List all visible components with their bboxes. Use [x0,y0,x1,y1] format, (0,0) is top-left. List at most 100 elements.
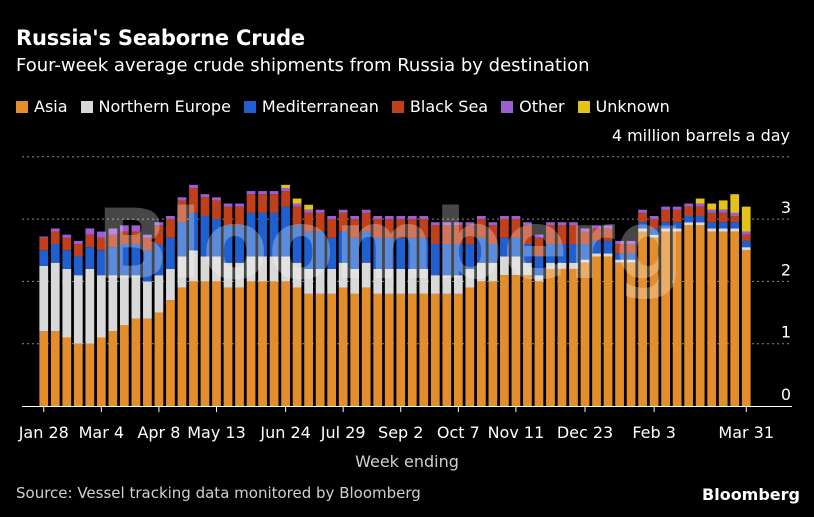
bar-segment-mediterranean [373,237,383,269]
bar-segment-northern-europe [546,262,555,269]
bar-segment-other [154,222,164,226]
x-axis-title: Week ending [355,452,459,471]
bar-segment-northern-europe [143,281,152,319]
bars [39,184,751,406]
bar-segment-black-sea [523,225,532,245]
bar-segment-asia [166,300,175,406]
bar-segment-asia [281,281,290,406]
bar-segment-mediterranean [166,237,175,269]
bar-segment-mediterranean [649,228,659,235]
bar-segment-northern-europe [258,256,267,282]
bar-segment-black-sea [672,209,682,223]
bar-segment-mediterranean [730,222,740,229]
bar-segment-asia [384,293,394,406]
bar-segment-other [523,222,532,226]
bar-segment-mediterranean [488,244,498,263]
bar-segment-northern-europe [154,275,164,313]
x-tick-label: Feb 3 [632,423,676,442]
bar-segment-other [465,222,475,226]
bar-segment-northern-europe [315,268,325,294]
bar-segment-asia [73,343,83,406]
bar-segment-mediterranean [235,225,244,263]
bar-segment-black-sea [476,219,486,238]
bar-segment-northern-europe [292,262,302,288]
bar-segment-mediterranean [177,222,187,257]
bar-segment-other [476,215,486,220]
watermark: Bloomberg [96,189,684,301]
bar-segment-asia [269,281,279,406]
bar-segment-black-sea [327,219,337,238]
bar-segment-northern-europe [523,262,532,276]
bar-segment-mediterranean [465,244,475,269]
bar-segment-black-sea [350,219,360,238]
bar-segment-other [350,215,360,220]
bar-segment-black-sea [430,225,440,245]
bar-segment-other [166,215,175,220]
bar-segment-unknown [718,200,728,210]
bar-segment-asia [119,325,129,406]
bar-segment-northern-europe [569,262,578,269]
bar-segment-black-sea [534,237,544,257]
bar-segment-mediterranean [419,237,429,269]
legend-swatch [501,100,514,113]
bar-segment-other [569,222,578,226]
bar-segment-mediterranean [96,250,106,276]
bar-segment-black-sea [603,228,613,241]
bar-segment-black-sea [338,212,348,232]
bar-segment-black-sea [166,219,175,238]
bar-segment-mediterranean [638,222,647,229]
bar-segment-northern-europe [108,275,118,332]
bar-segment-black-sea [419,219,429,238]
legend-item-northern-europe: Northern Europe [80,97,231,116]
bar-segment-other [189,184,198,188]
legend-label: Other [519,97,565,116]
bar-segment-black-sea [73,244,83,257]
bar-segment-other [269,191,279,195]
bar-segment-black-sea [269,194,279,213]
bar-segment-black-sea [235,206,244,226]
legend-swatch [577,100,590,113]
legend: Asia Northern Europe Mediterranean Black Se… [16,97,683,116]
bar-segment-unknown [304,204,313,210]
legend-label: Northern Europe [98,97,231,116]
bar-segment-northern-europe [200,256,210,282]
legend-swatch [80,100,93,113]
bar-segment-black-sea [684,206,694,216]
bar-segment-other [292,203,302,207]
bar-segment-other [62,234,72,238]
legend-swatch [391,100,404,113]
bar-segment-black-sea [281,191,290,207]
bar-segment-asia [580,262,590,406]
bar-segment-black-sea [177,200,187,223]
bar-segment-black-sea [62,237,72,251]
bar-segment-mediterranean [453,244,463,276]
bar-segment-asia [661,231,670,406]
bar-segment-other [315,209,325,213]
bar-segment-black-sea [50,231,60,245]
bar-segment-other [131,225,141,232]
bar-segment-unknown [292,198,302,204]
bar-segment-mediterranean [707,222,717,229]
bar-segment-black-sea [246,194,256,213]
bar-segment-mediterranean [615,253,624,260]
bar-segment-asia [476,281,486,406]
bar-segment-black-sea [511,219,521,238]
bar-segment-asia [695,225,705,406]
bar-segment-black-sea [292,206,302,226]
bar-segment-northern-europe [488,262,498,282]
bar-segment-mediterranean [200,215,210,257]
bar-segment-other [511,215,521,220]
bar-segment-unknown [707,203,717,210]
bar-segment-other [626,240,636,245]
bar-segment-other [108,228,118,235]
legend-item-mediterranean: Mediterranean [243,97,379,116]
bar-segment-asia [603,256,613,406]
bar-segment-mediterranean [546,244,555,263]
bar-segment-asia [96,337,106,406]
bar-segment-black-sea [361,212,371,232]
bar-segment-mediterranean [407,237,417,269]
bar-segment-other [223,203,233,207]
bar-segment-mediterranean [292,225,302,263]
bar-segment-mediterranean [626,253,636,260]
y-tick-label: 1 [781,323,791,342]
